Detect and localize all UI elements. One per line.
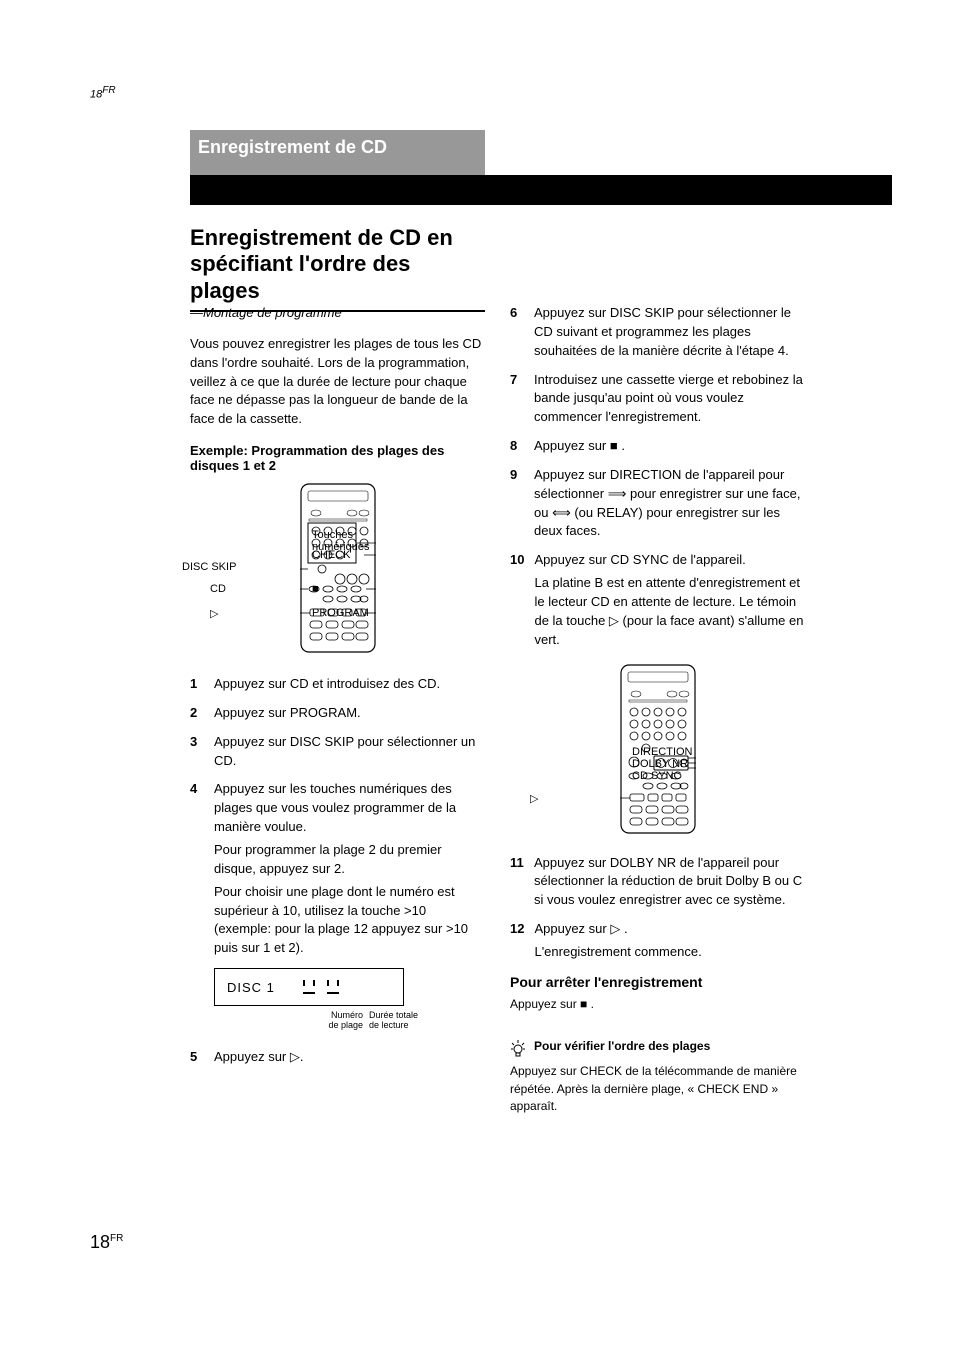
stop-text: Appuyez sur ■ .: [510, 996, 805, 1013]
superscript-fr-bottom: FR: [110, 1233, 123, 1244]
step-8: 8Appuyez sur ■ .: [510, 437, 805, 456]
step-12-sub: L'enregistrement commence.: [534, 943, 805, 962]
remote-diagram-2: ▷ DIRECTION DOLBY NR CD SYNC: [548, 664, 768, 834]
section-title: Enregistrement de CD en spécifiant l'ord…: [190, 225, 485, 312]
tip-row: Pour vérifier l'ordre des plages: [510, 1039, 805, 1057]
label-program: PROGRAM: [312, 607, 369, 619]
chapter-title: Enregistrement de CD: [198, 137, 387, 158]
label2-cdsync: CD SYNC: [632, 770, 682, 782]
label-check: CHECK: [312, 549, 351, 561]
label2-dolby: DOLBY NR: [632, 758, 688, 770]
page-number-bottom: 18FR: [90, 1232, 123, 1253]
left-column: —Montage de programme Vous pouvez enregi…: [190, 304, 485, 1077]
step-4-text: Appuyez sur les touches numériques des p…: [214, 780, 485, 837]
label-stop: ■: [312, 583, 319, 595]
display-box: DISC 1: [214, 968, 404, 1006]
right-column: 6Appuyez sur DISC SKIP pour sélectionner…: [510, 304, 805, 1115]
step-10: 10 Appuyez sur CD SYNC de l'appareil. La…: [510, 551, 805, 649]
stop-heading: Pour arrêter l'enregistrement: [510, 974, 805, 990]
intro-paragraph: Vous pouvez enregistrer les plages de to…: [190, 335, 485, 429]
step-3: 3Appuyez sur DISC SKIP pour sélectionner…: [190, 733, 485, 771]
label-cd: CD: [210, 583, 226, 595]
intro-emdash: —Montage de programme: [190, 304, 485, 323]
step-12: 12 Appuyez sur ▷ . L'enregistrement comm…: [510, 920, 805, 962]
display-text: DISC 1: [227, 980, 275, 995]
step-10-sub: La platine B est en attente d'enregistre…: [534, 574, 805, 649]
label2-play: ▷: [530, 792, 538, 805]
remote-svg-1: [300, 483, 376, 653]
bulb-icon: [510, 1039, 526, 1057]
step-1: 1Appuyez sur CD et introduisez des CD.: [190, 675, 485, 694]
label-play: ▷: [210, 607, 218, 620]
label2-direction: DIRECTION: [632, 746, 693, 758]
digit-1: [303, 980, 315, 994]
step-7: 7Introduisez une cassette vierge et rebo…: [510, 371, 805, 428]
step-4-sub: Pour programmer la plage 2 du premier di…: [214, 841, 485, 879]
label-disc-skip: DISC SKIP: [182, 561, 236, 573]
step-12-text: Appuyez sur ▷ .: [534, 920, 805, 939]
tip-heading: Pour vérifier l'ordre des plages: [534, 1039, 710, 1057]
caption-duration: Durée totale de lecture: [369, 1010, 429, 1030]
black-header-band: [190, 175, 892, 205]
page-number-top: 18FR: [90, 85, 116, 101]
step-4-sub2: Pour choisir une plage dont le numéro es…: [214, 883, 485, 958]
digit-2: [327, 980, 339, 994]
remote-diagram-1: DISC SKIP CD ▷ Touches numériques CHECK …: [228, 483, 448, 653]
step-9: 9Appuyez sur DIRECTION de l'appareil pou…: [510, 466, 805, 541]
superscript-fr: FR: [102, 85, 115, 96]
example-heading: Exemple: Programmation des plages des di…: [190, 443, 485, 473]
step-5: 5 Appuyez sur ▷.: [190, 1048, 485, 1067]
step-11: 11Appuyez sur DOLBY NR de l'appareil pou…: [510, 854, 805, 911]
display-digits: [303, 980, 339, 994]
step-2: 2Appuyez sur PROGRAM.: [190, 704, 485, 723]
caption-track: Numéro de plage: [323, 1010, 363, 1030]
display-caption: Numéro de plage Durée totale de lecture: [323, 1010, 485, 1030]
step-4: 4 Appuyez sur les touches numériques des…: [190, 780, 485, 958]
tip-text: Appuyez sur CHECK de la télécommande de …: [510, 1063, 805, 1115]
step-6: 6Appuyez sur DISC SKIP pour sélectionner…: [510, 304, 805, 361]
step-10-text: Appuyez sur CD SYNC de l'appareil.: [534, 551, 805, 570]
